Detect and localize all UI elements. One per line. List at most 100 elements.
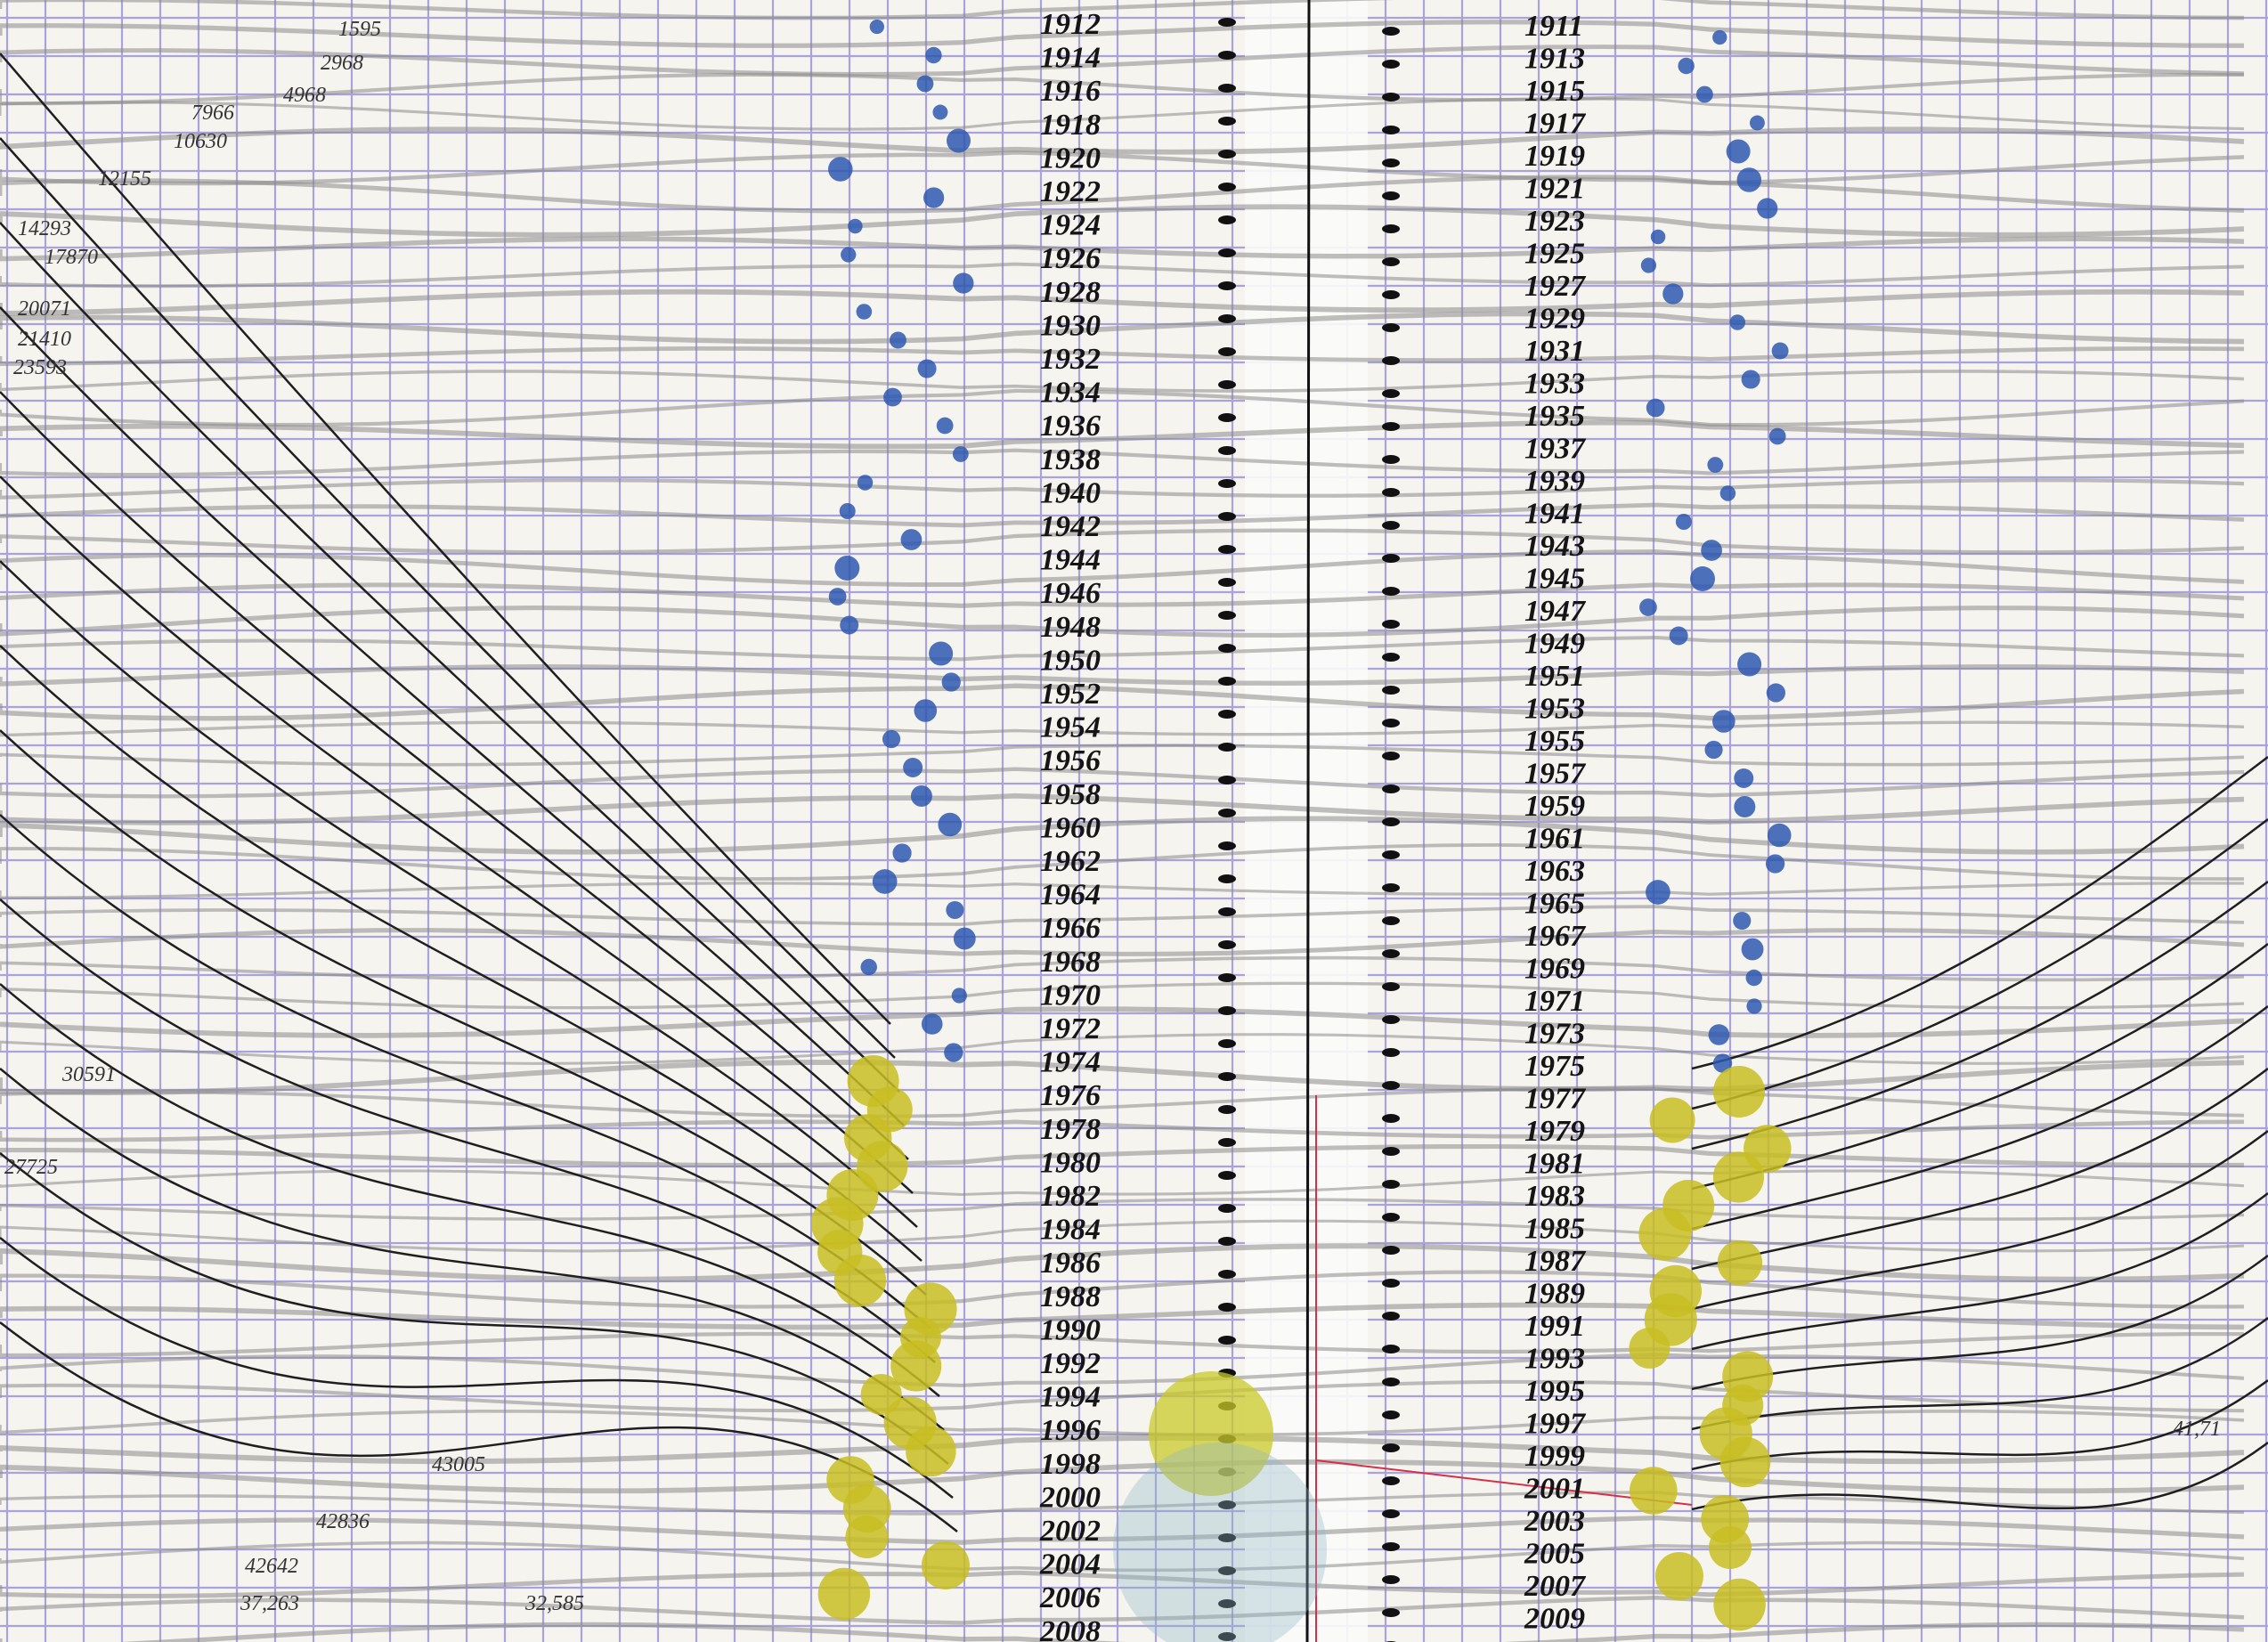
curve (1691, 881, 2268, 1150)
dash (1218, 611, 1236, 620)
right-year: 1967 (1524, 920, 1587, 953)
dot (1640, 257, 1657, 273)
dash (1218, 18, 1236, 27)
left-year: 2008 (1039, 1615, 1101, 1642)
left-year: 1936 (1040, 410, 1101, 443)
left-year: 1994 (1040, 1381, 1101, 1414)
dash (1218, 1204, 1236, 1213)
dash (1218, 215, 1236, 224)
annotation: 2968 (321, 52, 363, 75)
dash (1382, 1312, 1400, 1321)
dash (1382, 1443, 1400, 1452)
left-year: 2002 (1039, 1515, 1101, 1548)
right-year: 1953 (1524, 693, 1585, 726)
dot (1713, 1578, 1766, 1631)
right-year: 2009 (1524, 1603, 1585, 1636)
dash (1382, 1147, 1400, 1156)
gray-line (0, 1410, 2245, 1437)
red-line (1315, 1459, 1693, 1506)
gray-line (0, 1169, 2245, 1197)
dash (1218, 1039, 1236, 1048)
dash (1382, 653, 1400, 662)
dash (1218, 512, 1236, 521)
dash (1382, 1575, 1400, 1584)
right-year: 1937 (1524, 433, 1587, 466)
curve (0, 729, 927, 1296)
left-year: 2000 (1039, 1481, 1101, 1514)
dot (1712, 710, 1736, 733)
dot (1767, 823, 1792, 848)
right-year: 1969 (1524, 953, 1585, 986)
dash (1382, 1180, 1400, 1189)
dot (916, 75, 934, 93)
dash (1382, 1476, 1400, 1485)
dot (1741, 938, 1764, 961)
dash (1218, 347, 1236, 356)
gray-line (0, 635, 2245, 662)
dot (1704, 740, 1723, 760)
left-year: 1970 (1040, 979, 1101, 1012)
gray-line (0, 664, 2245, 687)
curve (1691, 1442, 2268, 1511)
dot (1690, 566, 1715, 591)
gray-line (0, 882, 2245, 899)
dots (810, 19, 1792, 1631)
gray-line (0, 793, 2245, 825)
right-year: 1991 (1524, 1310, 1585, 1343)
dot (1719, 485, 1736, 501)
left-year: 1998 (1040, 1448, 1101, 1481)
dash (1382, 257, 1400, 266)
dot (1712, 1053, 1733, 1073)
dash (1382, 850, 1400, 859)
dot (1765, 854, 1785, 874)
right-year: 1921 (1524, 173, 1585, 206)
blob (1149, 1371, 1273, 1496)
gray-line (0, 582, 2245, 608)
left-year: 1924 (1040, 209, 1101, 242)
curve (0, 1068, 945, 1431)
dash (1382, 587, 1400, 596)
dash (1218, 1171, 1236, 1180)
dot (1650, 229, 1666, 245)
blob (1113, 1443, 1327, 1642)
dash (1382, 1345, 1400, 1353)
right-year: 1947 (1524, 595, 1587, 628)
dash (1382, 521, 1400, 530)
right-year: 1945 (1524, 563, 1585, 596)
gray-line (0, 1270, 2245, 1309)
dash (1382, 916, 1400, 925)
dot (1717, 1240, 1763, 1286)
dot (1768, 427, 1786, 445)
left-year: 1978 (1040, 1113, 1101, 1146)
dot (903, 758, 923, 777)
gray-line (0, 236, 2245, 262)
dot (944, 1043, 963, 1062)
dash (1382, 686, 1400, 695)
dash (1382, 159, 1400, 167)
gray-line (0, 981, 2245, 1010)
dash (1218, 677, 1236, 686)
gray-line (0, 1353, 2245, 1387)
right-year: 1931 (1524, 335, 1585, 368)
dot (1646, 398, 1665, 418)
right-year: 1989 (1524, 1278, 1585, 1311)
dash (1218, 1237, 1236, 1246)
dot (840, 615, 859, 635)
dot (1757, 198, 1778, 219)
dash (1218, 973, 1236, 982)
dash (1382, 422, 1400, 431)
gray-line (0, 842, 2244, 882)
curve (0, 222, 900, 1093)
dot (890, 1340, 942, 1392)
dash (1218, 841, 1236, 850)
right-year: 1963 (1524, 855, 1585, 888)
left-year: 1960 (1040, 811, 1101, 844)
dot (1629, 1328, 1671, 1369)
dash (1218, 413, 1236, 422)
right-year: 1943 (1524, 530, 1585, 563)
annotation: 37,263 (240, 1592, 299, 1615)
left-year: 1940 (1040, 476, 1101, 509)
dash (1218, 1006, 1236, 1015)
left-year: 1956 (1040, 744, 1101, 777)
